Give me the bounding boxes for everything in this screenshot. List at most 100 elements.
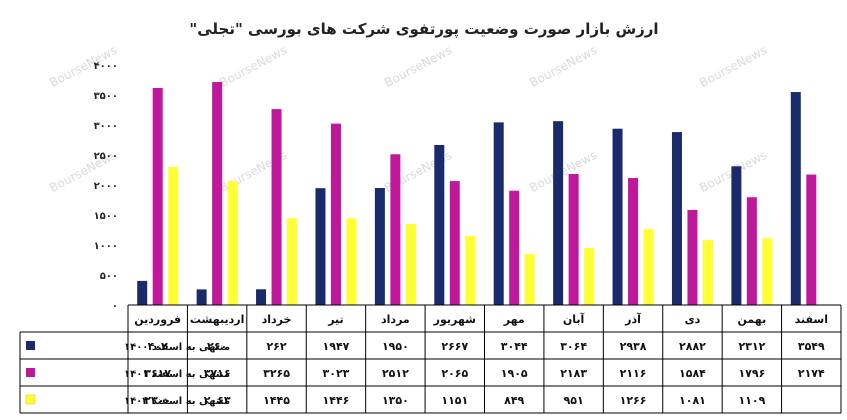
bar xyxy=(434,144,445,305)
data-label: ۲۰۶۵ xyxy=(441,367,468,380)
data-label: ۱۴۴۶ xyxy=(323,394,350,407)
bar xyxy=(762,238,773,305)
bar xyxy=(806,174,817,305)
data-label: ۳۵۴۹ xyxy=(798,340,825,353)
y-tick-label: ۱۵۰۰ xyxy=(94,211,118,222)
category-label: مهر xyxy=(503,313,525,326)
data-label: ۲۸۸۲ xyxy=(679,340,706,353)
data-label: ۳۰۲۳ xyxy=(323,367,350,380)
y-tick-label: ۲۵۰۰ xyxy=(94,151,118,162)
bar xyxy=(449,181,460,305)
data-label: ۲۱۱۶ xyxy=(620,367,647,380)
bar xyxy=(746,197,757,305)
y-axis: ۰ ۵۰۰ ۱۰۰۰ ۱۵۰۰ ۲۰۰۰ ۲۵۰۰ ۳۰۰۰ ۳۵۰۰ ۴۰۰۰ xyxy=(94,61,118,312)
bar xyxy=(271,109,282,305)
legend-swatch xyxy=(26,341,35,350)
category-label: آبان xyxy=(563,312,585,326)
bar xyxy=(790,92,801,305)
legend-series-name: منتهی به اسفند ۱۴۰۱ xyxy=(124,369,230,380)
category-label: فروردین xyxy=(134,313,181,326)
bar xyxy=(315,188,326,305)
data-label: ۲۵۱۲ xyxy=(382,367,409,380)
category-label: اردیبهشت xyxy=(190,313,244,326)
data-label: ۱۲۶۶ xyxy=(620,394,647,407)
bar xyxy=(196,289,207,305)
bar xyxy=(168,167,179,305)
data-label: ۳۲۶۵ xyxy=(263,367,290,380)
data-label: ۳۷۱۶ xyxy=(204,367,231,380)
bar xyxy=(256,289,267,305)
data-label: ۱۳۵۰ xyxy=(382,394,409,407)
bar xyxy=(287,218,298,305)
category-label: مرداد xyxy=(381,313,410,326)
y-tick-label: ۴۰۰۰ xyxy=(94,61,118,72)
category-label: خرداد xyxy=(262,313,292,326)
data-label: ۱۷۹۶ xyxy=(738,367,765,380)
data-label: ۲۶۲ xyxy=(266,340,286,353)
legend-series-name: منتهی به اسفند ۱۴۰۰ xyxy=(124,342,230,353)
bar xyxy=(568,174,579,305)
y-tick-label: ۰ xyxy=(112,301,118,312)
category-label: اسفند xyxy=(795,313,828,326)
data-label: ۳۰۶۴ xyxy=(560,340,587,353)
bar xyxy=(152,87,163,305)
bar xyxy=(374,188,385,305)
data-label: ۴۰۲ xyxy=(148,340,168,353)
data-label: ۲۰۶۳ xyxy=(204,394,231,407)
bar xyxy=(687,209,698,305)
bar xyxy=(330,123,341,306)
y-tick-label: ۱۰۰۰ xyxy=(94,241,118,252)
bars-layer xyxy=(137,82,817,306)
data-label: ۱۱۵۱ xyxy=(441,394,468,407)
category-label: دی xyxy=(685,313,701,326)
data-label: ۲۳۱۲ xyxy=(738,340,765,353)
data-table: فروردین اردیبهشت خرداد تیر مرداد شهریور مهر آبا… xyxy=(19,304,842,414)
data-label: ۹۵۱ xyxy=(564,394,584,407)
bar xyxy=(390,154,401,305)
bar xyxy=(465,235,476,305)
chart-title: ارزش بازار صورت وضعیت پورتفوی شرکت های ب… xyxy=(189,20,658,39)
data-label: ۱۵۸۴ xyxy=(679,367,706,380)
bar xyxy=(584,247,595,305)
category-label: شهریور xyxy=(433,313,476,326)
data-label: ۲۳۰۰ xyxy=(144,394,171,407)
data-label: ۳۰۴۴ xyxy=(501,340,528,353)
category-label: آذر xyxy=(624,312,641,326)
bar xyxy=(643,229,654,305)
data-label: ۱۰۸۱ xyxy=(679,394,706,407)
bar xyxy=(212,82,223,305)
data-label: ۱۹۵۰ xyxy=(382,340,409,353)
data-label: ۲۱۷۴ xyxy=(798,367,825,380)
bar xyxy=(671,132,682,305)
data-label: ۱۹۴۷ xyxy=(323,340,350,353)
bar xyxy=(346,218,357,305)
y-tick-label: ۲۰۰۰ xyxy=(94,181,118,192)
data-label: ۲۱۸۳ xyxy=(560,367,587,380)
legend-swatch xyxy=(26,368,35,377)
bar xyxy=(524,254,535,305)
y-tick-label: ۵۰۰ xyxy=(100,271,118,282)
y-tick-label: ۳۵۰۰ xyxy=(94,91,118,102)
bar xyxy=(227,181,238,305)
data-label: ۲۶۰ xyxy=(207,340,227,353)
bar xyxy=(493,122,504,305)
data-label: ۸۴۹ xyxy=(504,394,524,407)
data-label: ۲۹۳۸ xyxy=(620,340,647,353)
bar xyxy=(509,190,520,305)
data-label: ۱۴۴۵ xyxy=(263,394,290,407)
bar xyxy=(137,280,148,305)
bar xyxy=(702,240,713,305)
data-label: ۳۶۱۷ xyxy=(144,367,171,380)
legend-swatch xyxy=(25,394,36,405)
data-label: ۲۶۶۷ xyxy=(441,340,468,353)
bar xyxy=(405,224,416,305)
legend-series-name: منتهی به اسفند ۱۴۰۲ xyxy=(124,396,230,407)
data-label: ۱۹۰۵ xyxy=(501,367,528,380)
y-tick-label: ۳۰۰۰ xyxy=(94,121,118,132)
category-label: بهمن xyxy=(738,313,767,326)
data-label: ۱۱۰۹ xyxy=(738,394,765,407)
category-label: تیر xyxy=(327,313,343,326)
